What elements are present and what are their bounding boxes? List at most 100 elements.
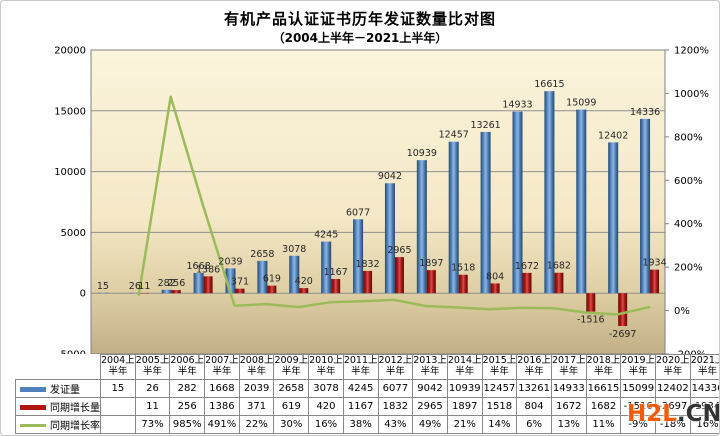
bar-certificates <box>289 255 300 294</box>
bar-certificates <box>448 141 459 294</box>
table-row: 发证量 15 26 282 1668 2039 2658 3078 4245 6077 9042 10… <box>15 379 719 398</box>
table-cell: 73% <box>134 415 171 434</box>
table-cell: 12402 <box>655 379 691 398</box>
table-cell: 1682 <box>585 397 622 416</box>
bar-certificates <box>161 289 172 294</box>
bar-growth <box>267 285 277 294</box>
table-cell: 1832 <box>377 397 414 416</box>
axis-tick-label-left: 10000 <box>54 167 86 178</box>
data-label-certificates: 14336 <box>630 107 660 118</box>
legend-swatch-line <box>20 423 46 427</box>
table-cell: 985% <box>169 415 206 434</box>
bar-growth <box>426 270 436 294</box>
table-header-cell: 2009上 半年 <box>273 354 310 380</box>
data-label-growth: 1682 <box>547 261 571 272</box>
table-cell: 1897 <box>446 397 483 416</box>
bar-growth <box>331 279 341 294</box>
axis-tick-label-left: 0 <box>80 289 86 300</box>
data-label-certificates: 16615 <box>534 79 564 90</box>
bar-growth <box>203 276 213 294</box>
chart-subtitle: （2004上半年－2021上半年） <box>272 31 448 45</box>
data-label-certificates: 3078 <box>282 244 306 255</box>
table-cell: 2658 <box>273 379 310 398</box>
bar-growth <box>171 290 181 294</box>
table-cell: 804 <box>516 397 552 416</box>
bar-growth-negative <box>618 293 628 326</box>
table-cell: 22% <box>238 415 275 434</box>
table-header-cell: 2012上 半年 <box>377 354 414 380</box>
bar-certificates <box>512 111 523 294</box>
bar-certificates <box>225 268 236 294</box>
table-row: 同期增长率 73% 985% 491% 22% 30% 16% 38% 43% 49% 21% 14%… <box>15 415 719 434</box>
table-header-cell: 2010上 半年 <box>308 354 344 380</box>
axis-tick-label-left: 5000 <box>61 228 86 239</box>
bar-growth <box>522 272 532 294</box>
table-cell: -9% <box>620 415 656 434</box>
axis-tick-label-left: 15000 <box>54 106 86 117</box>
table-header-cell: 2006上 半年 <box>169 354 206 380</box>
data-label-certificates: 14933 <box>502 100 532 111</box>
bar-certificates <box>608 142 619 294</box>
bar-growth <box>394 257 404 294</box>
data-label-growth: 619 <box>263 274 281 285</box>
axis-tick-label-right: 800% <box>674 132 703 143</box>
table-cell: 49% <box>412 415 448 434</box>
bar-certificates <box>640 118 651 294</box>
data-label-growth: 1386 <box>196 264 220 275</box>
table-cell: 420 <box>308 397 344 416</box>
table-cell: 9042 <box>412 379 448 398</box>
table-cell: 14336 <box>689 379 719 398</box>
table-cell: 282 <box>169 379 206 398</box>
data-label-growth: 1518 <box>451 263 475 274</box>
table-cell: 1672 <box>550 397 587 416</box>
data-label-certificates: 2039 <box>218 256 242 267</box>
legend-cell: 同期增长量 <box>15 397 101 416</box>
bar-certificates <box>544 91 555 294</box>
axis-tick-label-right: 0% <box>674 306 690 317</box>
data-label-growth: 420 <box>295 276 313 287</box>
legend-cell: 同期增长率 <box>15 415 101 434</box>
data-label-growth: 371 <box>231 277 249 288</box>
table-cell: 371 <box>238 397 275 416</box>
table-cell: 11% <box>585 415 622 434</box>
bar-growth-negative <box>586 293 596 312</box>
table-header-cell: 2005上 半年 <box>134 354 171 380</box>
bar-growth <box>363 270 373 294</box>
data-label-growth: 1167 <box>324 267 348 278</box>
axis-tick-label-right: 600% <box>674 176 703 187</box>
data-label-growth: 1934 <box>642 258 666 269</box>
bar-certificates <box>384 183 395 294</box>
table-cell: 619 <box>273 397 310 416</box>
table-cell: 6077 <box>377 379 414 398</box>
legend-label: 同期增长率 <box>50 421 100 432</box>
table-cell: 16% <box>689 415 719 434</box>
watermark-part2: .CN <box>676 401 720 427</box>
table-body: 2004上 半年 2005上 半年 2006上 半年 2007上 半年 2008上 半年 2009上… <box>15 354 719 434</box>
axis-tick-label-right: 400% <box>674 219 703 230</box>
table-header-cell: 2013上 半年 <box>412 354 448 380</box>
table-cell: 13% <box>550 415 587 434</box>
table-cell: 26 <box>134 379 171 398</box>
bar-certificates <box>416 160 427 294</box>
bar-certificates <box>193 272 204 294</box>
data-label-certificates: 10939 <box>407 148 437 159</box>
chart-title: 有机产品认证证书历年发证数量比对图 <box>223 10 496 28</box>
data-label-growth: -1516 <box>577 315 605 326</box>
table-cell: 6% <box>516 415 552 434</box>
data-label-certificates: 15 <box>97 281 109 292</box>
table-header-cell: 2019上 半年 <box>620 354 656 380</box>
table-header-cell: 2021上半年 <box>689 354 719 380</box>
table-cell: -18% <box>655 415 691 434</box>
table-header-cell: 2007上 半年 <box>204 354 240 380</box>
table-header-cell: 2015上 半年 <box>481 354 518 380</box>
table-cell: 14% <box>481 415 518 434</box>
table-cell: 21% <box>446 415 483 434</box>
data-label-certificates: 4245 <box>314 230 338 241</box>
table-cell <box>100 415 136 434</box>
table-cell: 3078 <box>308 379 344 398</box>
watermark: H2L.CN <box>627 401 720 427</box>
table-cell: 2965 <box>412 397 448 416</box>
table-cell: 16% <box>308 415 344 434</box>
data-label-certificates: 6077 <box>346 207 370 218</box>
